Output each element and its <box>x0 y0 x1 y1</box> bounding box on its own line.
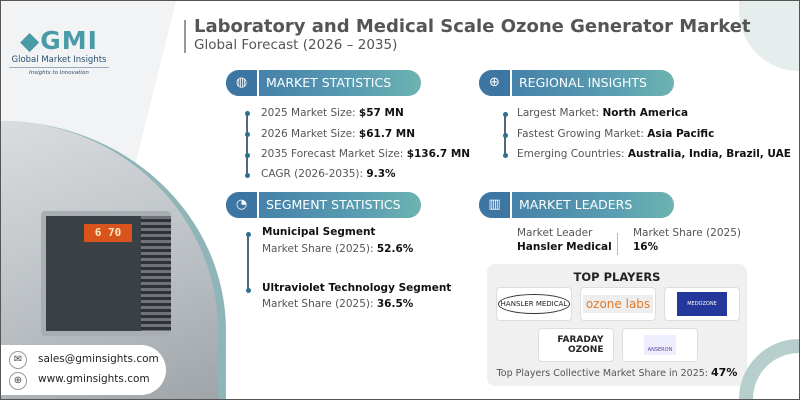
logo-ozone-labs: ozone labs <box>580 287 656 321</box>
brand-name: Global Market Insights <box>9 55 109 68</box>
region-emerging: Emerging Countries: Australia, India, Br… <box>517 148 791 160</box>
website-link[interactable]: www.gminsights.com <box>38 373 150 385</box>
region-fastest: Fastest Growing Market: Asia Pacific <box>517 128 715 140</box>
globe-chart-icon: ◍ <box>226 70 259 96</box>
contact-box: ✉ sales@gminsights.com ⊕ www.gminsights.… <box>1 345 166 395</box>
device-vent <box>141 216 171 331</box>
region-largest: Largest Market: North America <box>517 107 689 119</box>
stat-2026-size: 2026 Market Size: $61.7 MN <box>261 128 416 140</box>
stat-2035-size: 2035 Forecast Market Size: $136.7 MN <box>261 148 471 160</box>
ozone-generator: 6 70 <box>41 211 171 336</box>
decorative-arc <box>739 339 799 399</box>
leader-share-label: Market Share (2025) <box>633 227 741 239</box>
email-link[interactable]: sales@gminsights.com <box>38 353 159 365</box>
leader-chart-icon: ▥ <box>479 192 512 218</box>
brand-tagline: Insights to Innovation <box>29 70 89 76</box>
logo-faraday-ozone: FARADAY OZONE <box>538 328 614 362</box>
globe-icon: ⊕ <box>479 70 512 96</box>
leader-divider <box>617 233 618 255</box>
regional-insights-header: ⊕ REGIONAL INSIGHTS <box>479 70 674 96</box>
top-players-title: TOP PLAYERS <box>573 270 661 284</box>
top-players-share: Top Players Collective Market Share in 2… <box>496 366 738 379</box>
segment-municipal-share: Market Share (2025): 52.6% <box>262 243 414 255</box>
segment-municipal-name: Municipal Segment <box>262 226 376 238</box>
logo-mark: ◆GMI <box>20 26 98 55</box>
title-divider <box>184 20 186 53</box>
timeline-line <box>247 234 249 291</box>
segment-statistics-header: ◔ SEGMENT STATISTICS <box>226 192 421 218</box>
leader-label: Market Leader <box>517 227 593 239</box>
market-leaders-header: ▥ MARKET LEADERS <box>479 192 674 218</box>
top-players-panel: TOP PLAYERS HANSLER MEDICAL ozone labs M… <box>487 264 747 386</box>
stat-cagr: CAGR (2026-2035): 9.3% <box>261 168 396 180</box>
logo-hansler-medical: HANSLER MEDICAL <box>496 287 572 321</box>
leader-share: 16% <box>633 241 659 253</box>
device-display: 6 70 <box>84 224 132 242</box>
timeline-line <box>246 113 248 175</box>
segment-uv-name: Ultraviolet Technology Segment <box>262 282 452 294</box>
stat-2025-size: 2025 Market Size: $57 MN <box>261 107 404 119</box>
segment-chart-icon: ◔ <box>226 192 259 218</box>
logo-medozone: MEDOZONE <box>664 287 740 321</box>
market-statistics-header: ◍ MARKET STATISTICS <box>226 70 421 96</box>
gmi-logo: ◆GMI Global Market Insights Insights to … <box>9 26 109 76</box>
segment-uv-share: Market Share (2025): 36.5% <box>262 298 414 310</box>
leader-name: Hansler Medical <box>517 241 612 253</box>
email-icon: ✉ <box>9 351 27 369</box>
page-title: Laboratory and Medical Scale Ozone Gener… <box>194 16 751 37</box>
globe-icon: ⊕ <box>9 372 27 390</box>
page-subtitle: Global Forecast (2026 – 2035) <box>194 37 398 53</box>
logo-anseron: ANSERON <box>622 328 698 362</box>
